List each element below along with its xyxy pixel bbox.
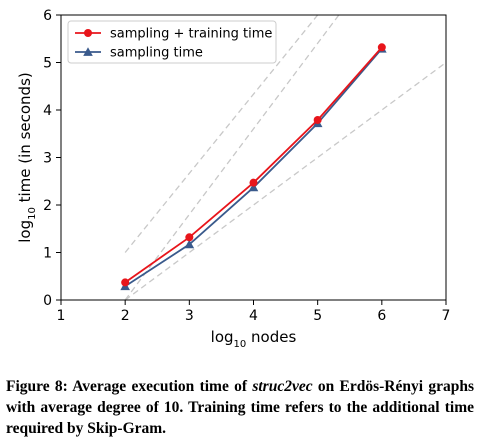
legend-label-sampling-training-time: sampling + training time <box>110 27 272 42</box>
data-point-sampling-training-time <box>121 278 130 287</box>
y-tick-label: 0 <box>43 293 52 309</box>
reference-line-2 <box>124 61 446 300</box>
x-tick-label: 2 <box>121 308 130 324</box>
data-point-sampling-time <box>248 182 259 192</box>
caption-suffix: on Erdös-Rényi graphs with average degre… <box>6 378 474 437</box>
series-layer <box>120 43 387 291</box>
x-tick-label: 1 <box>57 308 66 324</box>
legend-marker-sampling-time <box>83 47 93 56</box>
x-tick-label: 7 <box>442 308 451 324</box>
series-line-sampling-training-time <box>124 46 383 284</box>
y-tick-label: 1 <box>43 246 52 262</box>
data-point-sampling-time <box>184 239 195 249</box>
figure-caption: Figure 8: Average execution time of stru… <box>6 376 474 439</box>
caption-prefix: Figure 8: Average execution time of <box>6 378 253 395</box>
reference-line-1 <box>124 15 319 253</box>
legend-label-sampling-time: sampling time <box>110 46 203 61</box>
data-point-sampling-training-time <box>313 115 322 124</box>
series-sampling-time <box>120 43 387 291</box>
x-tick-label: 5 <box>313 308 322 324</box>
y-tick-label: 3 <box>43 151 52 167</box>
caption-emphasis: struc2vec <box>252 378 313 395</box>
y-tick-label: 6 <box>43 8 52 24</box>
legend-marker-sampling-training-time <box>84 29 92 37</box>
y-tick-label: 4 <box>43 103 52 119</box>
x-tick-label: 3 <box>185 308 194 324</box>
y-tick-label: 2 <box>43 198 52 214</box>
x-axis-label: log10 nodes <box>211 328 297 350</box>
legend-box <box>67 20 277 64</box>
y-tick-label: 5 <box>43 56 52 72</box>
reference-lines <box>124 15 446 300</box>
data-point-sampling-training-time <box>377 43 386 52</box>
x-tick-label: 6 <box>377 308 386 324</box>
series-line-sampling-time <box>124 48 383 287</box>
x-tick-label: 4 <box>249 308 258 324</box>
legend: sampling + training time sampling time <box>67 20 277 64</box>
data-point-sampling-training-time <box>249 178 258 187</box>
series-sampling-training-time <box>121 43 386 287</box>
data-point-sampling-training-time <box>185 233 194 242</box>
y-axis-label: log10 time (in seconds) <box>16 72 38 243</box>
